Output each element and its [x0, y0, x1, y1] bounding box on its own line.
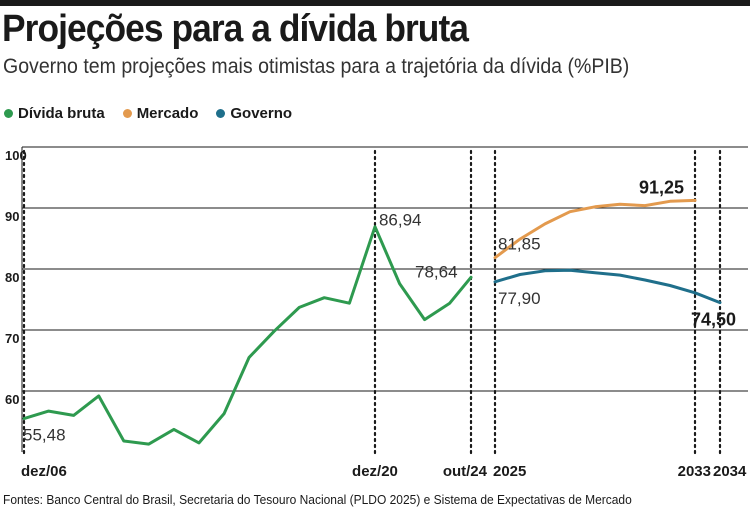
data-label-3: 81,85 — [498, 235, 541, 254]
x-tick-label-3: 2025 — [493, 463, 526, 480]
legend: Dívida bruta Mercado Governo — [4, 105, 310, 122]
data-label-1: 86,94 — [379, 211, 422, 230]
y-tick-label-90: 90 — [5, 209, 19, 224]
data-label-5: 91,25 — [639, 177, 684, 197]
y-tick-label-80: 80 — [5, 270, 19, 285]
legend-item-governo: Governo — [216, 105, 292, 122]
x-tick-label-5: 2034 — [713, 463, 747, 480]
legend-dot-mercado — [122, 109, 132, 118]
legend-dot-divida — [4, 109, 13, 118]
y-tick-label-60: 60 — [5, 392, 19, 407]
series-line-0 — [22, 225, 473, 446]
x-tick-label-4: 2033 — [678, 463, 711, 480]
legend-label-governo: Governo — [230, 105, 293, 122]
x-tick-label-0: dez/06 — [21, 463, 67, 480]
chart-subtitle: Governo tem projeções mais otimistas par… — [3, 55, 630, 78]
legend-item-divida: Dívida bruta — [4, 105, 105, 122]
series-line-2 — [493, 268, 722, 305]
top-rule — [0, 0, 750, 6]
data-label-4: 77,90 — [498, 289, 541, 308]
legend-dot-governo — [216, 109, 226, 118]
legend-label-divida: Dívida bruta — [18, 105, 105, 122]
legend-item-mercado: Mercado — [122, 105, 199, 122]
data-label-0: 55,48 — [23, 426, 66, 445]
x-tick-label-2: out/24 — [443, 463, 488, 480]
y-tick-label-70: 70 — [5, 331, 19, 346]
x-tick-label-1: dez/20 — [352, 463, 398, 480]
data-label-6: 74,50 — [691, 310, 736, 330]
chart-title: Projeções para a dívida bruta — [2, 8, 469, 50]
legend-label-mercado: Mercado — [136, 105, 199, 122]
data-label-2: 78,64 — [415, 262, 458, 281]
source-note: Fontes: Banco Central do Brasil, Secreta… — [3, 493, 632, 507]
series-line-1 — [493, 198, 697, 260]
y-tick-label-100: 100 — [5, 148, 27, 163]
